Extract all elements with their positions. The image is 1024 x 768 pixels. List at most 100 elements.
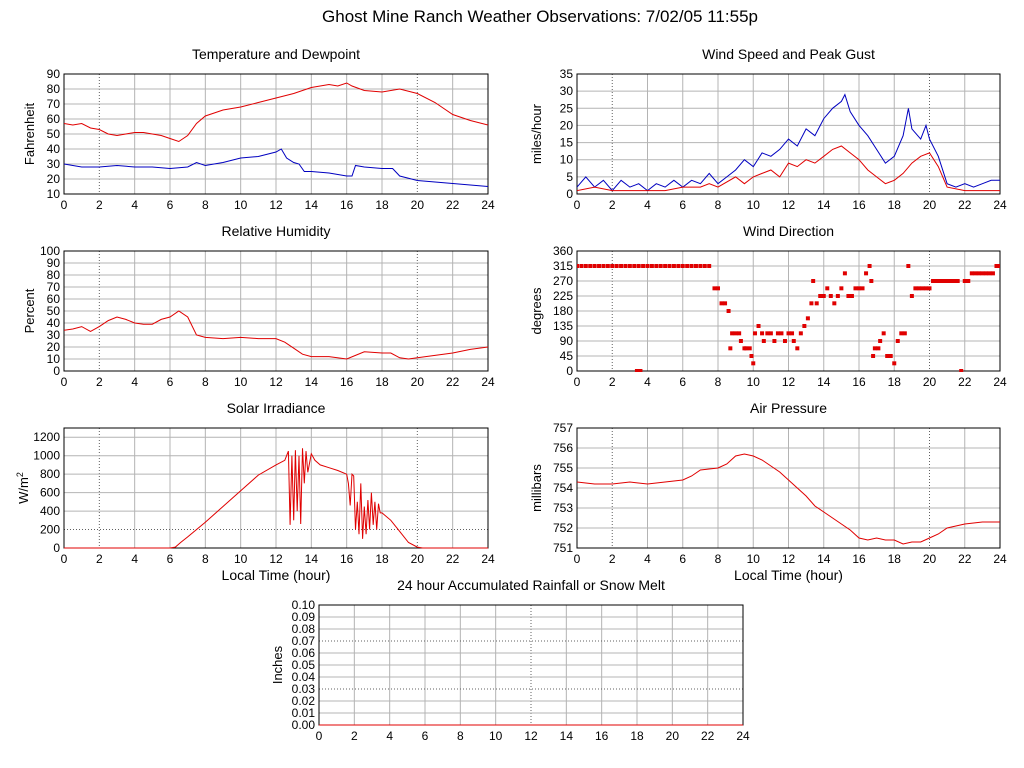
x-tick-label: 4: [131, 552, 138, 566]
y-tick-label: 180: [553, 304, 573, 318]
wind-direction-point: [828, 294, 833, 298]
chart-title: Relative Humidity: [222, 223, 331, 239]
x-tick-label: 24: [993, 552, 1007, 566]
wind-direction-point: [876, 346, 881, 351]
x-tick-label: 10: [747, 375, 761, 389]
x-tick-label: 22: [446, 375, 460, 389]
wind-direction-point: [636, 264, 641, 268]
y-tick-label: 45: [560, 349, 574, 363]
x-tick-label: 6: [679, 198, 686, 212]
y-tick-label: 0.07: [292, 634, 316, 648]
y-tick-label: 70: [47, 280, 61, 294]
wind-direction-point: [885, 354, 890, 358]
x-tick-label: 4: [131, 198, 138, 212]
x-tick-label: 8: [202, 552, 209, 566]
y-tick-label: 1000: [33, 449, 60, 463]
x-tick-label: 20: [411, 198, 425, 212]
wind-direction-point: [976, 271, 981, 276]
wind-direction-point: [934, 279, 939, 283]
wind-direction-point: [716, 286, 720, 291]
wind-direction-point: [632, 264, 637, 268]
wind-direction-point: [869, 279, 874, 283]
wind-direction-point: [902, 331, 907, 336]
x-tick-label: 0: [574, 375, 581, 389]
chart-title: Temperature and Dewpoint: [192, 46, 360, 62]
y-tick-label: 360: [553, 244, 573, 258]
y-tick-label: 0.04: [292, 670, 316, 684]
x-tick-label: 4: [386, 729, 393, 743]
x-tick-label: 0: [316, 729, 323, 743]
temperature-dewpoint-chart: 0 2 4 6 8 10 12 14 16 18 20 22 24102030405060708090T…: [22, 46, 495, 212]
y-axis-label: Inches: [270, 645, 285, 684]
wind-direction-point: [671, 264, 676, 268]
wind-direction-point: [744, 346, 749, 351]
y-tick-label: 80: [47, 268, 61, 282]
x-tick-label: 6: [167, 198, 174, 212]
wind-direction-point: [966, 279, 971, 283]
x-tick-label: 16: [852, 552, 866, 566]
wind-direction-point: [645, 264, 650, 268]
x-tick-label: 10: [489, 729, 503, 743]
wind-direction-point: [959, 369, 964, 372]
wind-direction-point: [747, 346, 752, 351]
wind-direction-point: [842, 271, 847, 276]
y-tick-label: 200: [40, 523, 60, 537]
wind-direction-point: [577, 264, 579, 268]
x-tick-label: 14: [560, 729, 574, 743]
wind-direction-point: [723, 301, 728, 306]
x-tick-label: 14: [305, 375, 319, 389]
wind-direction-point: [846, 294, 851, 298]
wind-direction-point: [667, 264, 672, 268]
wind-direction-point: [765, 331, 770, 336]
x-tick-label: 20: [411, 552, 425, 566]
wind-direction-point: [712, 286, 717, 291]
wind-direction-point: [853, 286, 858, 291]
wind-direction-point: [791, 339, 796, 343]
x-tick-label: 2: [609, 552, 616, 566]
y-axis-label: miles/hour: [529, 103, 544, 164]
plot-frame: [63, 250, 489, 372]
x-tick-label: 6: [167, 375, 174, 389]
x-tick-label: 18: [375, 552, 389, 566]
wind-direction-point: [881, 331, 886, 336]
x-tick-label: 12: [524, 729, 538, 743]
wind-direction-point: [605, 264, 610, 268]
x-tick-label: 16: [595, 729, 609, 743]
y-tick-label: 225: [553, 289, 573, 303]
wind-direction-point: [809, 301, 814, 306]
wind-direction-point: [811, 279, 816, 283]
wind-direction-point: [649, 264, 654, 268]
y-tick-label: 0.08: [292, 622, 316, 636]
y-tick-label: 0.02: [292, 694, 316, 708]
y-axis-label: degrees: [529, 287, 544, 334]
y-tick-label: 80: [47, 82, 61, 96]
wind-direction-point: [610, 264, 615, 268]
wind-direction-chart: 0 2 4 6 8 10 12 14 16 18 20 22 240459013518022527031…: [529, 223, 1007, 389]
x-tick-label: 20: [923, 198, 937, 212]
y-axis-label: Percent: [22, 288, 37, 333]
y-tick-label: 0.09: [292, 610, 316, 624]
wind-direction-point: [802, 324, 807, 328]
wind-direction-point: [839, 286, 844, 291]
chart-title: Wind Speed and Peak Gust: [702, 46, 875, 62]
wind-direction-point: [906, 264, 911, 268]
wind-direction-point: [775, 331, 780, 336]
x-tick-label: 18: [375, 375, 389, 389]
x-tick-label: 24: [993, 198, 1007, 212]
relative-humidity-chart: 0 2 4 6 8 10 12 14 16 18 20 22 240102030405060708090…: [22, 223, 495, 389]
y-tick-label: 0.00: [292, 718, 316, 732]
wind-direction-point: [583, 264, 588, 268]
x-tick-label: 2: [96, 198, 103, 212]
wind-direction-point: [983, 271, 988, 276]
y-tick-label: 0.01: [292, 706, 316, 720]
wind-direction-point: [751, 361, 756, 366]
y-tick-label: 400: [40, 504, 60, 518]
air-pressure-chart: 0 2 4 6 8 10 12 14 16 18 20 22 247517527537547557567…: [529, 400, 1007, 583]
chart-title: Solar Irradiance: [227, 400, 326, 416]
y-axis-label: millibars: [529, 464, 544, 512]
x-tick-label: 4: [131, 375, 138, 389]
y-tick-label: 10: [47, 352, 61, 366]
x-tick-label: 2: [351, 729, 358, 743]
wind-direction-point: [782, 339, 787, 343]
wind-direction-point: [920, 286, 925, 291]
